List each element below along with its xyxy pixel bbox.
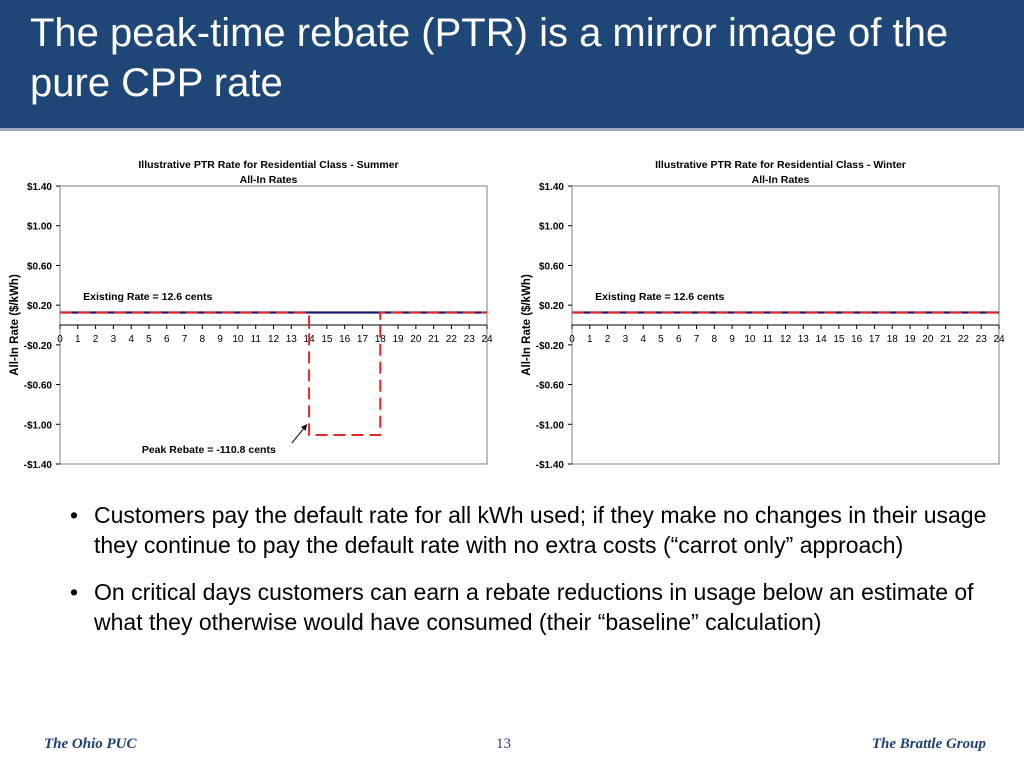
rebate-rate-line: [60, 311, 487, 437]
y-axis-label: All-In Rate ($/kWh): [521, 274, 533, 376]
x-tick-label: 6: [164, 334, 170, 345]
y-tick-label: $0.60: [539, 261, 564, 272]
y-axis-label: All-In Rate ($/kWh): [9, 274, 21, 376]
y-tick-label: $1.00: [539, 222, 564, 233]
y-tick-label: -$1.40: [24, 460, 53, 471]
x-tick-label: 2: [93, 334, 99, 345]
x-tick-label: 4: [640, 334, 646, 345]
y-tick-label: $1.00: [27, 222, 52, 233]
x-tick-label: 18: [887, 334, 899, 345]
x-tick-label: 1: [75, 334, 81, 345]
slide-title: The peak-time rebate (PTR) is a mirror i…: [30, 11, 949, 105]
x-tick-label: 11: [763, 334, 774, 345]
x-tick-label: 0: [57, 334, 63, 345]
annotation-label: Existing Rate = 12.6 cents: [83, 291, 212, 303]
chart-subtitle: All-In Rates: [752, 174, 810, 186]
annotation-arrow: [291, 423, 308, 444]
x-tick-label: 13: [798, 334, 810, 345]
page-number: 13: [496, 736, 511, 752]
bullet-marker: •: [70, 502, 79, 528]
y-tick-label: -$0.60: [24, 381, 53, 392]
x-tick-label: 24: [481, 334, 493, 345]
x-tick-label: 2: [605, 334, 611, 345]
x-tick-label: 23: [976, 334, 988, 345]
winter-chart: Illustrative PTR Rate for Residential Cl…: [521, 159, 1005, 471]
bullet-text: On critical days customers can earn a re…: [94, 579, 974, 635]
x-tick-label: 13: [286, 334, 298, 345]
x-tick-label: 10: [744, 334, 756, 345]
x-tick-label: 7: [182, 334, 188, 345]
x-tick-label: 8: [200, 334, 206, 345]
y-tick-label: -$1.00: [536, 420, 565, 431]
x-tick-label: 20: [922, 334, 934, 345]
bullet-marker: •: [70, 579, 79, 605]
x-tick-label: 4: [128, 334, 134, 345]
bullet-item: • Customers pay the default rate for all…: [62, 500, 1022, 560]
x-tick-label: 20: [410, 334, 422, 345]
x-tick-label: 0: [569, 334, 575, 345]
x-tick-label: 10: [232, 334, 244, 345]
x-tick-label: 11: [251, 334, 262, 345]
x-tick-label: 14: [816, 334, 828, 345]
x-tick-label: 9: [729, 334, 735, 345]
y-tick-label: $0.20: [27, 301, 52, 312]
x-tick-label: 8: [712, 334, 718, 345]
x-tick-label: 3: [623, 334, 629, 345]
y-tick-label: -$0.60: [536, 381, 565, 392]
x-tick-label: 21: [428, 334, 440, 345]
y-tick-label: $0.60: [27, 261, 52, 272]
x-tick-label: 15: [833, 334, 845, 345]
x-tick-label: 19: [392, 334, 404, 345]
x-tick-label: 12: [268, 334, 280, 345]
x-tick-label: 7: [694, 334, 700, 345]
x-tick-label: 1: [587, 334, 593, 345]
x-tick-label: 16: [851, 334, 863, 345]
title-bar: The peak-time rebate (PTR) is a mirror i…: [0, 0, 1024, 128]
x-tick-label: 5: [658, 334, 664, 345]
bullet-list: • Customers pay the default rate for all…: [62, 500, 1022, 654]
y-tick-label: -$1.40: [536, 460, 565, 471]
x-tick-label: 3: [111, 334, 117, 345]
y-tick-label: -$0.20: [24, 341, 53, 352]
bullet-item: • On critical days customers can earn a …: [62, 577, 1022, 637]
y-tick-label: $1.40: [27, 182, 52, 193]
annotation-label: Peak Rebate = -110.8 cents: [142, 444, 276, 456]
y-tick-label: -$0.20: [536, 341, 565, 352]
x-tick-label: 12: [780, 334, 792, 345]
bullet-text: Customers pay the default rate for all k…: [94, 502, 987, 558]
summer-chart: Illustrative PTR Rate for Residential Cl…: [9, 159, 493, 471]
x-tick-label: 22: [446, 334, 458, 345]
annotation-label: Existing Rate = 12.6 cents: [595, 291, 724, 303]
x-tick-label: 24: [993, 334, 1005, 345]
y-tick-label: $1.40: [539, 182, 564, 193]
x-tick-label: 6: [676, 334, 682, 345]
chart-title: Illustrative PTR Rate for Residential Cl…: [138, 159, 398, 171]
chart-subtitle: All-In Rates: [240, 174, 298, 186]
title-divider: [0, 128, 1024, 131]
x-tick-label: 17: [357, 334, 369, 345]
x-tick-label: 18: [375, 334, 387, 345]
x-tick-label: 21: [940, 334, 952, 345]
x-tick-label: 9: [217, 334, 223, 345]
footer-organization: The Ohio PUC: [44, 736, 137, 752]
x-tick-label: 22: [958, 334, 970, 345]
y-tick-label: $0.20: [539, 301, 564, 312]
x-tick-label: 19: [904, 334, 916, 345]
x-tick-label: 5: [146, 334, 152, 345]
x-tick-label: 16: [339, 334, 351, 345]
x-tick-label: 15: [321, 334, 333, 345]
x-tick-label: 23: [464, 334, 476, 345]
x-tick-label: 17: [869, 334, 881, 345]
y-tick-label: -$1.00: [24, 420, 53, 431]
footer-company: The Brattle Group: [871, 736, 986, 752]
chart-title: Illustrative PTR Rate for Residential Cl…: [655, 159, 906, 171]
